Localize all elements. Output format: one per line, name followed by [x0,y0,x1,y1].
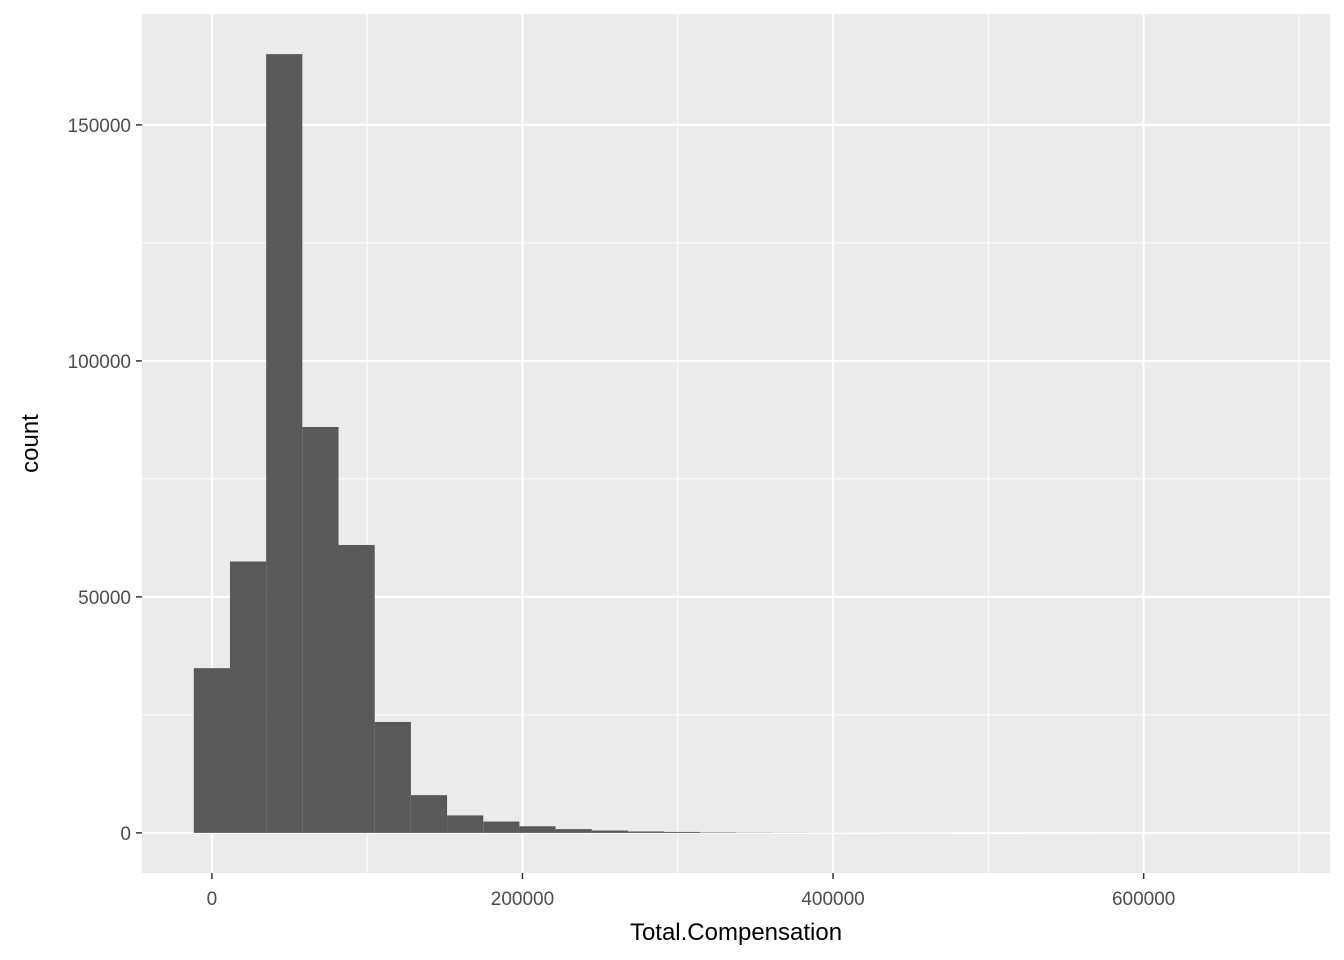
histogram-bar [483,821,520,833]
histogram-bar [193,668,230,833]
x-tick-label: 400000 [801,889,864,910]
x-tick-label: 0 [207,889,218,910]
histogram-bar [591,830,628,833]
histogram-bar [447,815,484,833]
y-axis-title: count [17,414,44,473]
y-tick-label: 100000 [68,352,131,373]
histogram-bar [266,54,303,833]
y-axis-ticks: 0 50000 100000 150000 [68,116,142,845]
histogram-bars [193,54,1280,833]
histogram-bar [410,795,448,833]
x-axis-ticks: 0 200000 400000 600000 [207,873,1175,910]
x-axis-title: Total.Compensation [630,919,842,946]
y-tick-label: 0 [120,824,131,845]
histogram-bar [555,829,592,833]
histogram-bar [627,831,665,833]
x-tick-label: 600000 [1112,889,1175,910]
histogram-bar [302,426,339,833]
histogram-bar [338,544,375,833]
histogram-bar [229,561,267,833]
histogram-bar [664,831,701,833]
histogram-bar [374,721,411,833]
y-tick-label: 50000 [78,588,131,609]
histogram-bar [519,826,556,833]
minor-gridlines [142,14,1330,873]
x-tick-label: 200000 [491,889,554,910]
y-tick-label: 150000 [68,116,131,137]
